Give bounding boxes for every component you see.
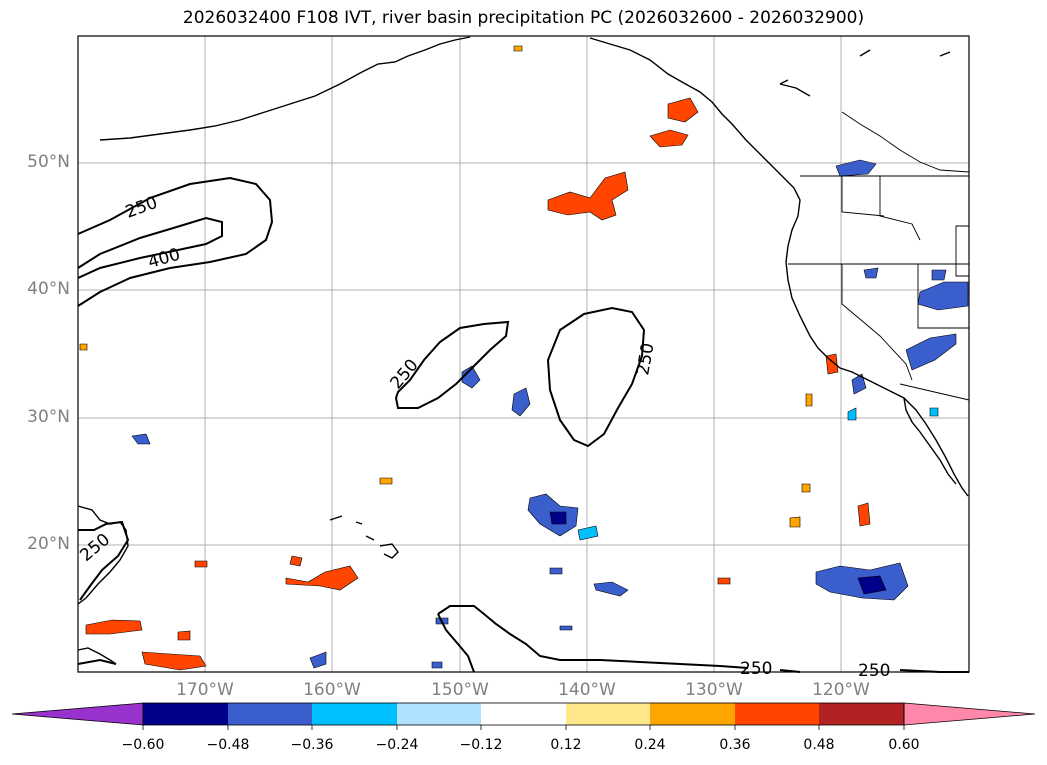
colorbar-extend-min bbox=[11, 702, 144, 726]
precip-negative-area bbox=[511, 387, 531, 417]
precip-negative-area bbox=[431, 661, 443, 669]
precip-negative-area bbox=[559, 625, 573, 631]
colorbar-tick-label: −0.60 bbox=[121, 737, 165, 753]
colorbar-extend-max bbox=[903, 702, 1036, 726]
lon-label: 160°W bbox=[303, 680, 361, 700]
precip-negative-area bbox=[835, 159, 877, 177]
precip-negative-area bbox=[931, 269, 947, 281]
contour-label: 250 bbox=[740, 659, 772, 679]
map-area bbox=[78, 36, 969, 672]
lat-label: 30°N bbox=[27, 407, 70, 427]
colorbar-segment bbox=[566, 703, 650, 725]
precip-positive-area bbox=[857, 502, 871, 527]
precip-negative-area bbox=[549, 567, 563, 575]
precip-negative-area bbox=[857, 575, 887, 595]
precip-negative-area bbox=[131, 433, 151, 445]
precip-positive-area bbox=[379, 477, 393, 485]
contour-label: 250 bbox=[858, 661, 890, 681]
precip-negative-area bbox=[847, 407, 857, 421]
precip-positive-area bbox=[667, 97, 699, 123]
colorbar-segment bbox=[228, 703, 312, 725]
map-frame bbox=[77, 35, 970, 673]
precip-negative-area bbox=[461, 365, 481, 389]
colorbar bbox=[11, 702, 1036, 730]
colorbar-tick-label: 0.12 bbox=[550, 737, 582, 753]
precip-negative-area bbox=[309, 651, 327, 669]
precip-negative-area bbox=[593, 581, 629, 597]
colorbar-segment bbox=[481, 703, 566, 725]
colorbar-segment bbox=[735, 703, 819, 725]
lat-label: 40°N bbox=[27, 279, 70, 299]
lon-label: 140°W bbox=[558, 680, 616, 700]
precip-positive-area bbox=[285, 565, 359, 591]
precip-positive-area bbox=[649, 129, 689, 148]
lon-label: 150°W bbox=[431, 680, 489, 700]
precip-positive-area bbox=[801, 483, 811, 493]
precip-positive-area bbox=[547, 171, 629, 221]
colorbar-segment bbox=[143, 703, 228, 725]
lat-label: 20°N bbox=[27, 534, 70, 554]
precip-positive-area bbox=[513, 45, 523, 52]
colorbar-tick-label: 0.48 bbox=[803, 737, 835, 753]
precip-negative-area bbox=[577, 525, 599, 541]
colorbar-segment bbox=[650, 703, 735, 725]
lat-label: 50°N bbox=[27, 152, 70, 172]
precip-positive-area bbox=[177, 630, 191, 641]
colorbar-tick-label: −0.24 bbox=[375, 737, 419, 753]
map-title: 2026032400 F108 IVT, river basin precipi… bbox=[182, 8, 865, 28]
lon-label: 130°W bbox=[685, 680, 743, 700]
precip-positive-area bbox=[141, 651, 207, 671]
precip-negative-area bbox=[929, 407, 939, 417]
precip-shading bbox=[79, 45, 969, 671]
precip-positive-area bbox=[85, 619, 143, 635]
precip-positive-area bbox=[79, 343, 88, 351]
colorbar-tick-label: 0.36 bbox=[719, 737, 751, 753]
colorbar-tick-label: −0.48 bbox=[206, 737, 250, 753]
colorbar-tick-label: −0.36 bbox=[290, 737, 334, 753]
precip-positive-area bbox=[289, 555, 303, 567]
colorbar-tick-label: 0.60 bbox=[888, 737, 920, 753]
colorbar-tick-label: −0.12 bbox=[459, 737, 503, 753]
colorbar-segment bbox=[312, 703, 397, 725]
colorbar-segment bbox=[397, 703, 481, 725]
precip-positive-area bbox=[789, 516, 801, 528]
precip-negative-area bbox=[905, 333, 957, 371]
political-boundaries bbox=[788, 111, 970, 401]
precip-negative-area bbox=[549, 511, 567, 525]
colorbar-tick-label: 0.24 bbox=[634, 737, 666, 753]
graticule bbox=[78, 36, 969, 672]
precip-negative-area bbox=[863, 267, 879, 279]
precip-positive-area bbox=[805, 393, 813, 407]
lon-label: 120°W bbox=[812, 680, 870, 700]
precip-positive-area bbox=[717, 577, 731, 585]
lon-label: 170°W bbox=[176, 680, 234, 700]
precip-positive-area bbox=[194, 560, 208, 568]
ivt-contours bbox=[77, 176, 969, 673]
colorbar-segment bbox=[819, 703, 904, 725]
